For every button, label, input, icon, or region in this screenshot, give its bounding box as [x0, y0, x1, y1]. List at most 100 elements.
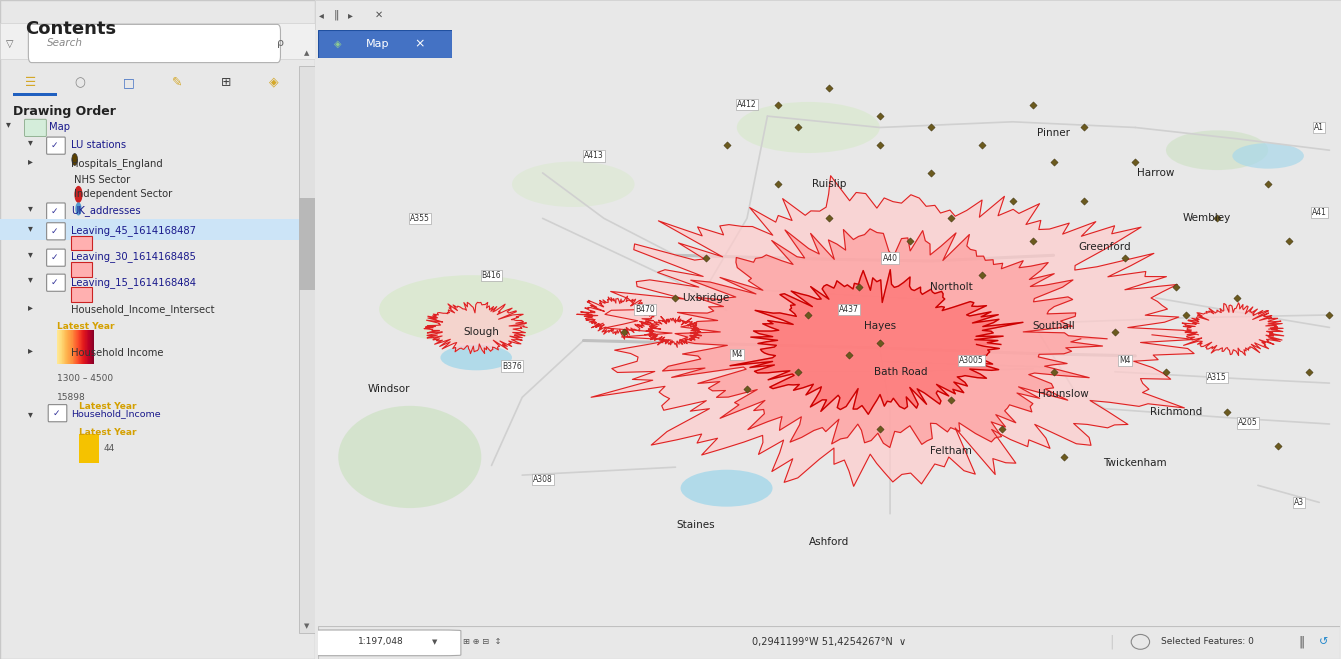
Point — [940, 395, 961, 405]
Text: ▾: ▾ — [7, 119, 11, 130]
Point — [992, 423, 1014, 434]
Point — [1002, 196, 1023, 206]
Text: ▲: ▲ — [304, 49, 310, 56]
Ellipse shape — [440, 345, 512, 370]
Text: ‖: ‖ — [1299, 635, 1305, 648]
Text: ✓: ✓ — [51, 227, 59, 236]
Point — [1043, 156, 1065, 167]
Point — [1176, 310, 1198, 320]
Point — [1318, 310, 1340, 320]
Point — [1022, 236, 1043, 246]
Text: Latest Year: Latest Year — [79, 428, 137, 438]
Text: ▼: ▼ — [432, 639, 437, 645]
Point — [1298, 366, 1320, 377]
Point — [869, 423, 890, 434]
Polygon shape — [662, 229, 1108, 447]
Text: Leaving_30_1614168485: Leaving_30_1614168485 — [71, 252, 196, 262]
Text: UK_addresses: UK_addresses — [71, 206, 141, 216]
Text: A1: A1 — [1314, 123, 1324, 132]
FancyBboxPatch shape — [28, 24, 280, 63]
Bar — [12, 93, 56, 96]
Text: Household Income: Household Income — [71, 348, 164, 358]
Text: Hounslow: Hounslow — [1038, 389, 1089, 399]
Text: ▾: ▾ — [28, 203, 34, 214]
Polygon shape — [577, 297, 654, 339]
Bar — [299, 198, 315, 290]
Text: Bath Road: Bath Road — [873, 367, 927, 377]
Text: B470: B470 — [634, 304, 654, 314]
Point — [1073, 196, 1094, 206]
Text: ▼: ▼ — [304, 623, 310, 629]
Text: ▸: ▸ — [28, 302, 34, 312]
Point — [849, 281, 870, 292]
Point — [1022, 100, 1043, 110]
Text: B416: B416 — [481, 271, 502, 279]
Text: ✓: ✓ — [52, 409, 60, 418]
Text: Household_Income: Household_Income — [71, 409, 161, 418]
Text: 1300 – 4500: 1300 – 4500 — [56, 374, 113, 384]
FancyBboxPatch shape — [24, 119, 47, 136]
Text: ▸: ▸ — [28, 156, 34, 166]
Ellipse shape — [1232, 143, 1303, 169]
Bar — [299, 66, 315, 633]
Text: Hayes: Hayes — [864, 322, 896, 331]
Point — [818, 213, 839, 223]
Text: Greenford: Greenford — [1078, 242, 1130, 252]
Text: A437: A437 — [839, 304, 860, 314]
Point — [1278, 236, 1299, 246]
Bar — [79, 434, 99, 463]
Text: |: | — [1110, 635, 1114, 649]
Text: ✓: ✓ — [51, 141, 59, 150]
Point — [716, 139, 738, 150]
Ellipse shape — [338, 406, 481, 508]
FancyBboxPatch shape — [47, 249, 66, 266]
Point — [940, 213, 961, 223]
Point — [1227, 293, 1248, 303]
Text: A412: A412 — [738, 100, 756, 109]
Text: ρ: ρ — [278, 38, 284, 49]
Polygon shape — [730, 270, 1023, 415]
Polygon shape — [1183, 303, 1283, 356]
Text: 1:197,048: 1:197,048 — [358, 637, 404, 646]
Point — [1104, 327, 1125, 337]
Point — [869, 139, 890, 150]
Text: A40: A40 — [882, 254, 897, 263]
Text: ◂: ◂ — [319, 10, 325, 20]
FancyBboxPatch shape — [47, 137, 66, 154]
Circle shape — [74, 186, 83, 203]
Text: Search: Search — [47, 38, 83, 49]
Point — [1216, 406, 1238, 416]
Polygon shape — [645, 316, 701, 347]
Text: ▾: ▾ — [28, 249, 34, 260]
Text: ▾: ▾ — [28, 409, 34, 419]
Text: A3005: A3005 — [959, 356, 984, 365]
Text: A355: A355 — [410, 214, 430, 223]
Point — [1125, 156, 1147, 167]
Point — [869, 111, 890, 121]
Text: ◈: ◈ — [334, 39, 342, 49]
Point — [665, 293, 687, 303]
Point — [1114, 253, 1136, 264]
Text: M4: M4 — [1120, 356, 1130, 365]
Ellipse shape — [512, 161, 634, 207]
Text: Leaving_45_1614168487: Leaving_45_1614168487 — [71, 225, 196, 236]
Point — [1207, 213, 1228, 223]
Polygon shape — [424, 302, 527, 354]
Text: Pinner: Pinner — [1037, 128, 1070, 138]
FancyBboxPatch shape — [47, 203, 66, 220]
Point — [869, 338, 890, 349]
Text: Feltham: Feltham — [931, 446, 972, 456]
Bar — [0, 219, 315, 240]
Text: ‖: ‖ — [334, 10, 339, 20]
Circle shape — [75, 202, 82, 215]
Text: ▾: ▾ — [28, 274, 34, 285]
Text: Slough: Slough — [464, 327, 499, 337]
Point — [1155, 366, 1176, 377]
Text: ✓: ✓ — [51, 253, 59, 262]
Point — [971, 270, 992, 281]
Point — [1267, 440, 1289, 451]
Text: Hospitals_England: Hospitals_England — [71, 158, 162, 169]
Text: ⊞: ⊞ — [220, 76, 231, 89]
Point — [1073, 122, 1094, 132]
Text: A308: A308 — [532, 475, 552, 484]
